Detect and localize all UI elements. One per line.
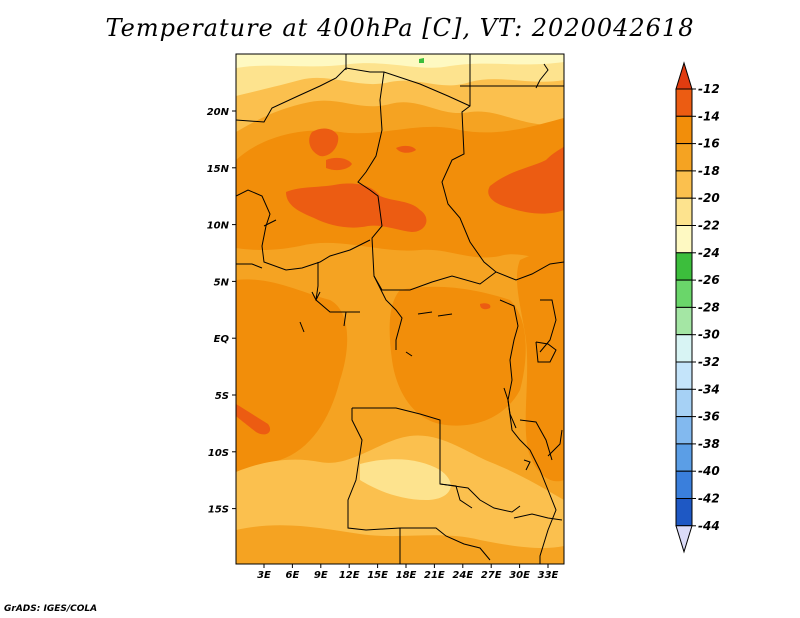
colorbar-label: -44	[698, 519, 720, 533]
lat-label: 20N	[207, 107, 230, 118]
colorbar-label: -36	[698, 410, 720, 424]
latitude-axis: 20N 15N 10N 5N EQ 5S 10S 15S	[207, 107, 236, 516]
colorbar-label: -34	[698, 382, 720, 396]
grads-credit: GrADS: IGES/COLA	[4, 604, 98, 614]
lon-label: 24E	[452, 570, 473, 581]
colorbar-bottom-arrow	[675, 525, 693, 554]
colorbar-label: -22	[698, 219, 720, 233]
map-title: Temperature at 400hPa [C], VT: 202004261…	[105, 14, 695, 42]
lat-label: 15S	[208, 505, 229, 516]
field-warmest-6	[480, 303, 491, 310]
lon-label: 3E	[257, 570, 271, 581]
lat-label: 5N	[214, 277, 230, 288]
colorbar-label: -26	[698, 273, 720, 287]
colorbar-segment	[675, 143, 693, 172]
colorbar-segment	[675, 416, 693, 445]
colorbar-top-arrow	[675, 61, 693, 90]
lat-label: 5S	[215, 391, 229, 402]
colorbar-label: -18	[698, 164, 720, 178]
field-cool-south-2	[360, 459, 451, 500]
field-coolest-north	[236, 54, 564, 68]
colorbar-segment	[675, 470, 693, 500]
colorbar-label: -28	[698, 300, 720, 314]
lon-label: 9E	[314, 570, 328, 581]
field-warmest-5	[236, 404, 271, 435]
field-warmest-7	[396, 145, 416, 153]
colorbar-label: -14	[698, 109, 720, 123]
colorbar-segment	[675, 279, 693, 308]
field-warm-congo	[389, 286, 526, 426]
field-warmest-2	[488, 146, 564, 214]
lat-label: EQ	[214, 334, 230, 345]
colorbar-segment	[675, 361, 693, 390]
colorbar-label: -42	[698, 492, 720, 506]
colorbar-label: -38	[698, 437, 720, 451]
colorbar-label: -16	[698, 137, 720, 151]
colorbar-label: -40	[698, 464, 720, 478]
colorbar-segment	[675, 388, 693, 418]
colorbar-segment	[675, 170, 693, 199]
colorbar-label: -32	[698, 355, 720, 369]
colorbar-segment	[675, 443, 693, 472]
colorbar-label: -24	[698, 246, 720, 260]
colorbar-segment	[675, 197, 693, 226]
temperature-field	[236, 54, 564, 564]
lon-label: 33E	[538, 570, 559, 581]
lon-label: 12E	[339, 570, 360, 581]
colorbar-segment	[675, 225, 693, 254]
colorbar-label: -12	[698, 82, 720, 96]
lon-label: 27E	[481, 570, 502, 581]
colorbar: -12 -14 -16 -18 -20 -22 -24 -26 -28 -30 -32 -34 -36 -…	[675, 61, 720, 554]
colorbar-segment	[675, 306, 693, 336]
longitude-axis: 3E 6E 9E 12E 15E 18E 21E 24E 27E 30E 33E	[257, 564, 559, 581]
field-warmest-4	[326, 157, 352, 171]
country-borders	[236, 54, 564, 564]
lon-label: 18E	[396, 570, 417, 581]
colorbar-segment	[675, 115, 693, 145]
colorbar-segment	[675, 252, 693, 281]
lon-label: 6E	[286, 570, 300, 581]
colorbar-label: -30	[698, 328, 720, 342]
lon-label: 30E	[509, 570, 530, 581]
colorbar-label: -20	[698, 191, 720, 205]
field-warm-east	[516, 252, 564, 482]
lon-label: 15E	[367, 570, 388, 581]
field-warmest-3	[309, 128, 339, 157]
colorbar-segment	[675, 334, 693, 363]
lon-label: 21E	[424, 570, 445, 581]
field-warmest-1	[286, 183, 427, 232]
map-frame	[235, 53, 565, 565]
colorbar-segment	[675, 498, 693, 527]
lat-label: 10S	[208, 448, 229, 459]
colorbar-segment	[675, 88, 693, 117]
lat-label: 10N	[207, 221, 230, 232]
lat-label: 15N	[207, 164, 230, 175]
field-green-spot	[419, 58, 424, 63]
